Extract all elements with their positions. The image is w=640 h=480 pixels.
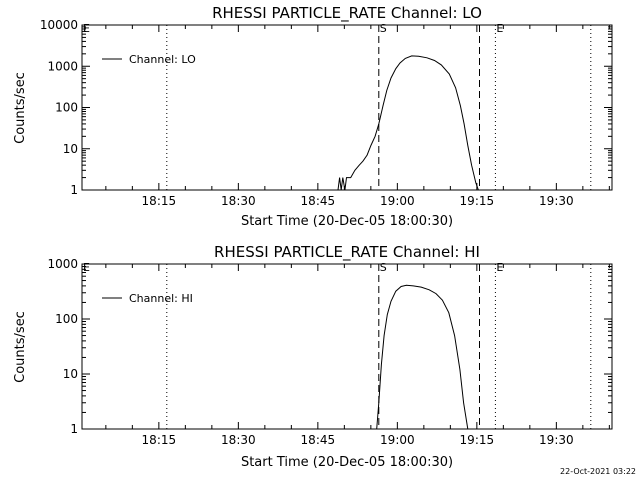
y-axis-label: Counts/sec [13,311,28,383]
series-line [376,284,469,430]
x-tick-label: 18:15 [142,194,177,208]
series-lines [337,55,479,191]
time-marker-label: E [496,22,503,35]
y-tick-label: 1 [70,183,78,197]
chart-panel-hi: RHESSI PARTICLE_RATE Channel: HI E S E 18:… [13,243,613,470]
y-tick-label: 10000 [40,18,78,32]
x-tick-label: 18:30 [221,194,256,208]
time-marker-label: E [83,261,90,274]
x-axis-ticks: 18:15 18:30 18:45 19:00 19:15 19:30 [105,25,610,208]
legend-label: Channel: LO [129,53,196,66]
time-marker-label: S [380,22,387,35]
legend: Channel: LO [102,53,196,66]
legend-label: Channel: HI [129,292,193,305]
y-axis-ticks: 1 10 100 1000 [47,257,612,436]
x-tick-label: 19:00 [380,433,415,447]
x-axis-label: Start Time (20-Dec-05 18:00:30) [241,455,453,470]
x-tick-label: 18:15 [142,433,177,447]
y-tick-label: 10 [63,142,78,156]
chart-title: RHESSI PARTICLE_RATE Channel: LO [212,4,482,23]
x-axis-label: Start Time (20-Dec-05 18:00:30) [241,214,453,229]
time-marker-label: S [380,261,387,274]
time-marker-label: E [83,22,90,35]
x-tick-label: 19:30 [539,194,574,208]
y-axis-ticks: 1 10 100 1000 10000 [40,18,612,197]
plot-frame [81,24,613,191]
y-axis-label: Counts/sec [13,72,28,144]
y-tick-label: 1000 [47,59,78,73]
x-tick-label: 19:00 [380,194,415,208]
generated-timestamp: 22-Oct-2021 03:22 [560,467,636,476]
y-tick-label: 1000 [47,257,78,271]
x-tick-label: 19:15 [460,433,495,447]
chart-title: RHESSI PARTICLE_RATE Channel: HI [214,243,480,262]
series-line [337,55,479,191]
legend: Channel: HI [102,292,193,305]
x-tick-label: 19:30 [539,433,574,447]
series-lines [376,284,469,430]
y-tick-label: 1 [70,422,78,436]
y-tick-label: 100 [55,101,78,115]
plot-frame [81,263,613,430]
y-tick-label: 10 [63,367,78,381]
x-tick-label: 18:30 [221,433,256,447]
x-axis-ticks: 18:15 18:30 18:45 19:00 19:15 19:30 [105,264,610,447]
x-tick-label: 18:45 [301,433,336,447]
time-marker-label: E [496,261,503,274]
x-tick-label: 19:15 [460,194,495,208]
chart-panel-lo: RHESSI PARTICLE_RATE Channel: LO E S E 18:… [13,4,613,229]
y-tick-label: 100 [55,312,78,326]
x-tick-label: 18:45 [301,194,336,208]
